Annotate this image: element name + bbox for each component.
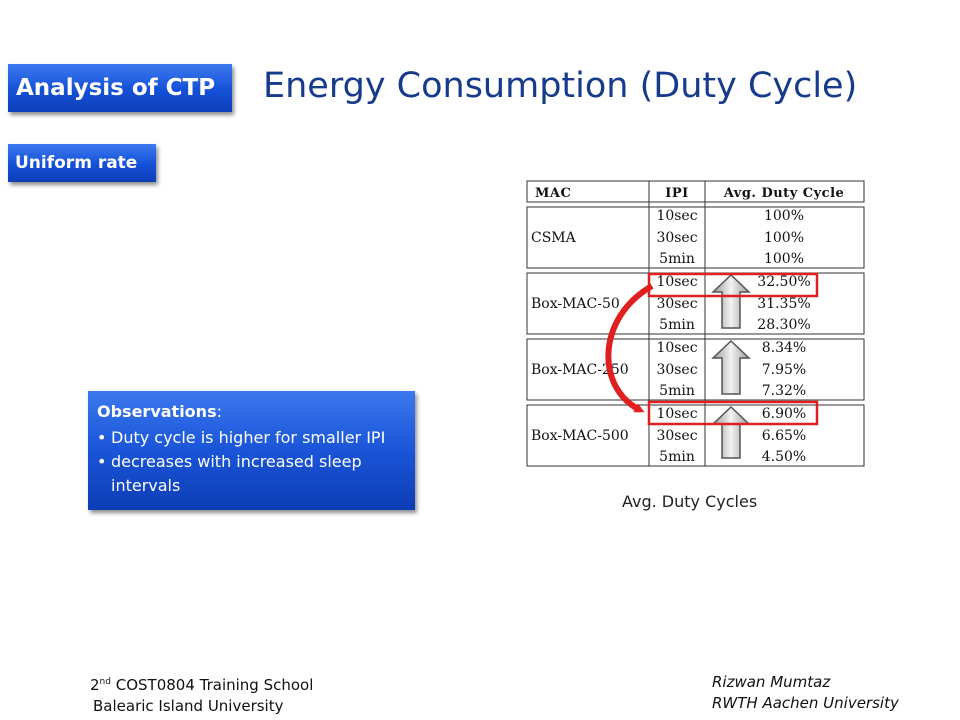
footer-left: 2nd COST0804 Training School Balearic Is… bbox=[90, 672, 313, 717]
table-caption: Avg. Duty Cycles bbox=[622, 492, 758, 511]
duty-cell: 7.32% bbox=[762, 383, 806, 399]
header-frame bbox=[526, 180, 865, 203]
mac-cell: Box-MAC-500 bbox=[531, 428, 629, 444]
highlight-box-boxmac500-10sec bbox=[647, 400, 819, 426]
ipi-cell: 5min bbox=[659, 383, 695, 399]
footer-affiliation: RWTH Aachen University bbox=[712, 694, 899, 712]
footer-ordinal-suffix: nd bbox=[99, 677, 111, 687]
header-ipi: IPI bbox=[665, 186, 688, 201]
table-group-boxmac500: Box-MAC-500 10sec 6.90% 30sec 6.65% 5min… bbox=[531, 406, 806, 465]
duty-cell: 7.95% bbox=[762, 362, 806, 378]
table-frames bbox=[526, 180, 865, 467]
observations-list: Duty cycle is higher for smaller IPI dec… bbox=[97, 426, 407, 498]
duty-cell: 32.50% bbox=[757, 274, 810, 290]
ipi-cell: 10sec bbox=[656, 274, 697, 290]
mac-cell: Box-MAC-50 bbox=[531, 296, 620, 312]
ipi-cell: 30sec bbox=[656, 362, 697, 378]
up-arrow-icon bbox=[711, 339, 751, 395]
footer-event: COST0804 Training School bbox=[110, 676, 314, 694]
observations-colon: : bbox=[216, 402, 222, 421]
table-group-boxmac250: Box-MAC-250 10sec 8.34% 30sec 7.95% 5min… bbox=[531, 340, 806, 399]
duty-cell: 100% bbox=[764, 251, 804, 267]
duty-cell: 8.34% bbox=[762, 340, 806, 356]
up-arrow-icon bbox=[711, 273, 751, 329]
duty-cell: 4.50% bbox=[762, 449, 806, 465]
duty-cell: 28.30% bbox=[757, 317, 810, 333]
section-tag: Analysis of CTP bbox=[8, 64, 232, 112]
footer-right: Rizwan Mumtaz RWTH Aachen University bbox=[712, 672, 899, 714]
header-mac: MAC bbox=[535, 186, 571, 201]
observation-item: Duty cycle is higher for smaller IPI bbox=[97, 426, 407, 450]
ipi-cell: 10sec bbox=[656, 208, 697, 224]
ipi-cell: 30sec bbox=[656, 296, 697, 312]
duty-cell: 6.65% bbox=[762, 428, 806, 444]
footer-author: Rizwan Mumtaz bbox=[712, 673, 831, 691]
duty-cell: 100% bbox=[764, 208, 804, 224]
footer-host: Balearic Island University bbox=[93, 697, 284, 715]
mac-cell: Box-MAC-250 bbox=[531, 362, 629, 378]
ipi-cell: 5min bbox=[659, 317, 695, 333]
ipi-cell: 10sec bbox=[656, 340, 697, 356]
up-arrow-icon bbox=[711, 405, 751, 459]
observations-heading: Observations bbox=[97, 402, 217, 421]
subsection-tag: Uniform rate bbox=[8, 144, 156, 182]
ipi-cell: 30sec bbox=[656, 230, 697, 246]
duty-cell: 31.35% bbox=[757, 296, 810, 312]
group-frame-boxmac500 bbox=[526, 404, 865, 467]
duty-cell: 100% bbox=[764, 230, 804, 246]
footer-ordinal: 2 bbox=[90, 676, 100, 694]
red-curved-arrow-icon bbox=[605, 283, 654, 413]
group-frame-boxmac250 bbox=[526, 338, 865, 401]
observations-box: Observations: Duty cycle is higher for s… bbox=[88, 391, 415, 510]
observation-item: decreases with increased sleep intervals bbox=[97, 450, 407, 498]
gray-up-arrows bbox=[711, 273, 751, 459]
duty-cell: 6.90% bbox=[762, 406, 806, 422]
table-group-csma: CSMA 10sec 100% 30sec 100% 5min 100% bbox=[531, 208, 804, 267]
table-group-boxmac50: Box-MAC-50 10sec 32.50% 30sec 31.35% 5mi… bbox=[531, 274, 811, 333]
header-duty: Avg. Duty Cycle bbox=[723, 186, 845, 201]
ipi-cell: 5min bbox=[659, 449, 695, 465]
group-frame-csma bbox=[526, 206, 865, 269]
slide-title: Energy Consumption (Duty Cycle) bbox=[263, 66, 858, 106]
ipi-cell: 10sec bbox=[656, 406, 697, 422]
mac-cell: CSMA bbox=[531, 230, 577, 246]
ipi-cell: 30sec bbox=[656, 428, 697, 444]
ipi-cell: 5min bbox=[659, 251, 695, 267]
